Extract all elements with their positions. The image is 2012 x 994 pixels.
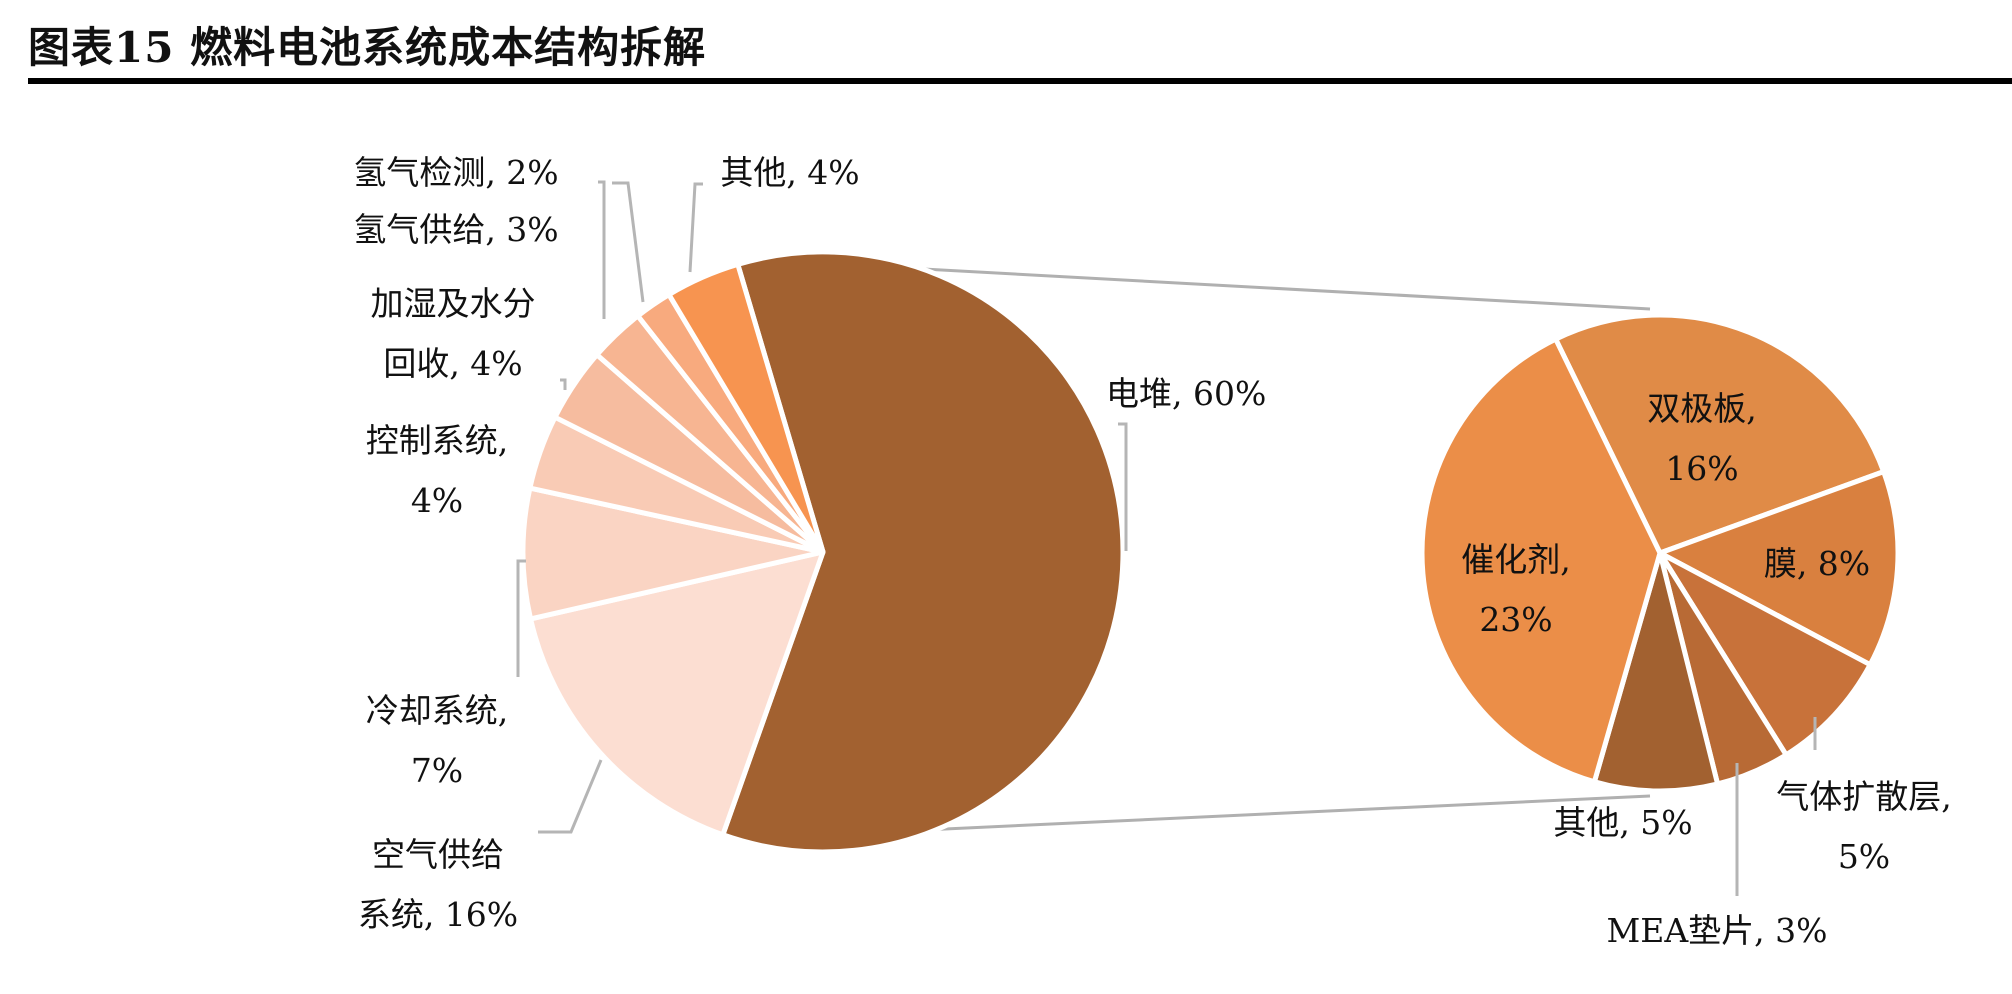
sub-pie-slice-2 [1657,550,1873,758]
label-membrane: 膜, 8% [1764,544,1870,583]
main-pie-slice-2 [520,485,826,622]
label-air-supply: 空气供给系统, 16% [358,835,518,934]
main-pie-slice-1 [528,549,826,838]
label-stack: 电堆, 60% [1106,374,1266,413]
leader-cooling [516,559,526,677]
chart-title: 图表15 燃料电池系统成本结构拆解 [28,23,707,72]
leader-stack [1118,422,1128,551]
label-gdl: 气体扩散层, 5% [1776,777,1952,876]
main-pie [520,249,1126,855]
label-bipolar-plate: 双极板, 16% [1647,389,1757,488]
leader-humid [560,378,567,390]
sub-pie-slice-0 [1553,312,1887,556]
pie-connector-lines [842,263,1651,836]
leader-lines [516,180,1817,896]
label-catalyst: 催化剂, 23% [1461,540,1571,639]
main-pie-slice-0 [720,249,1126,855]
label-cooling: 冷却系统, 7% [366,691,509,790]
sub-pie-slice-4 [1591,550,1721,794]
sub-pie-slice-1 [1657,469,1901,668]
label-other-main: 其他, 4% [720,153,859,192]
label-other-sub: 其他, 5% [1553,803,1692,842]
label-control: 控制系统, 4% [366,421,509,520]
label-humidification: 加湿及水分回收, 4% [371,284,536,383]
label-h2-detection: 氢气检测, 2% [353,153,558,192]
data-labels: 电堆, 60% 空气供给系统, 16% 冷却系统, 7% 控制系统, 4% 加湿及水分回收,… [353,153,1951,950]
sub-pie-slice-5 [1419,336,1663,785]
leader-other [688,182,703,273]
leader-h2-supply [598,180,606,319]
main-pie-slice-7 [666,261,826,555]
connector-top [857,263,1651,311]
label-mea-gasket: MEA垫片, 3% [1606,911,1827,950]
sub-pie [1419,312,1901,794]
title-rule [28,78,2012,84]
label-h2-supply: 氢气供给, 3% [353,210,558,249]
connector-bottom [842,794,1651,836]
leader-h2-detect [612,181,645,303]
leader-air [538,759,603,834]
